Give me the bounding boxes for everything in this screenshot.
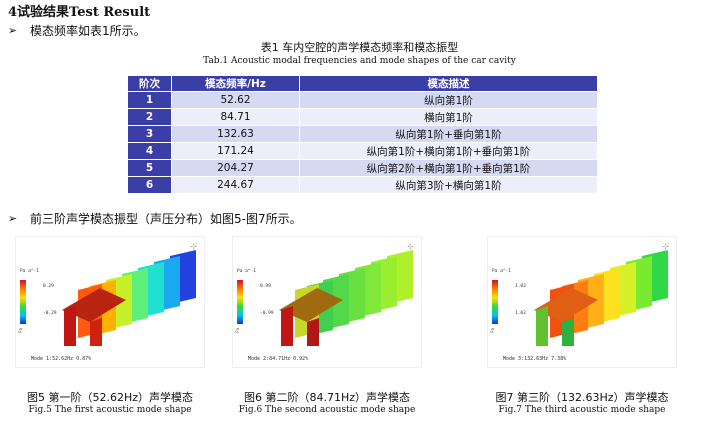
table-row: 4 171.24 纵向第1阶+横向第1阶+垂向第1阶 bbox=[127, 142, 598, 160]
frequency-cell: 204.27 bbox=[171, 159, 300, 177]
axis-triad-icon: ⊹ bbox=[662, 242, 669, 251]
description-cell: 横向第1阶 bbox=[299, 108, 598, 126]
order-cell: 3 bbox=[127, 125, 172, 143]
legend-label: Pa a^-1 bbox=[492, 269, 511, 274]
cavity-mode-shape-1 bbox=[62, 250, 196, 346]
side-label: Pa bbox=[490, 328, 495, 333]
figure-mode-1: ⊹ Pa a^-1 0.29 -0.29 Pa Mode 1:52.62Hz 0… bbox=[15, 236, 205, 368]
frequency-cell: 132.63 bbox=[171, 125, 300, 143]
table-row: 6 244.67 纵向第3阶+横向第1阶 bbox=[127, 176, 598, 194]
description-cell: 纵向第2阶+横向第1阶+垂向第1阶 bbox=[299, 159, 598, 177]
frequency-cell: 171.24 bbox=[171, 142, 300, 160]
table-row: 5 204.27 纵向第2阶+横向第1阶+垂向第1阶 bbox=[127, 159, 598, 177]
cavity-mode-shape-3 bbox=[534, 250, 668, 346]
figure-6-caption-en: Fig.6 The second acoustic mode shape bbox=[238, 405, 416, 415]
section-title: 4试验结果Test Result bbox=[8, 5, 151, 20]
legend-tick-top: 0.99 bbox=[260, 284, 271, 289]
color-legend bbox=[492, 280, 498, 324]
order-cell: 4 bbox=[127, 142, 172, 160]
figure-5-caption-en: Fig.5 The first acoustic mode shape bbox=[28, 405, 192, 415]
figure-mode-3: ⊹ Pa a^-1 1.03 1.03 Pa Mode 3:132.63Hz 7… bbox=[487, 236, 677, 368]
table-row: 3 132.63 纵向第1阶+垂向第1阶 bbox=[127, 125, 598, 143]
axis-triad-icon: ⊹ bbox=[407, 242, 414, 251]
order-cell: 6 bbox=[127, 176, 172, 194]
cavity-mode-shape-2 bbox=[279, 250, 413, 346]
frequency-cell: 84.71 bbox=[171, 108, 300, 126]
mode-label: Mode 3:132.63Hz 7.38% bbox=[503, 356, 567, 362]
figure-7-caption-cn: 图7 第三阶（132.63Hz）声学模态 bbox=[495, 391, 669, 404]
mode-label: Mode 1:52.62Hz 0.87% bbox=[31, 356, 92, 362]
description-cell: 纵向第3阶+横向第1阶 bbox=[299, 176, 598, 194]
table-caption-cn: 表1 车内空腔的声学模态频率和模态振型 bbox=[260, 41, 459, 54]
table-caption-en: Tab.1 Acoustic modal frequencies and mod… bbox=[203, 56, 516, 66]
legend-tick-bottom: -0.99 bbox=[260, 311, 274, 316]
axis-triad-icon: ⊹ bbox=[190, 242, 197, 251]
description-cell: 纵向第1阶+横向第1阶+垂向第1阶 bbox=[299, 142, 598, 160]
color-legend bbox=[20, 280, 26, 324]
figure-mode-2: ⊹ Pa a^-1 0.99 -0.99 Pa Mode 2:84.71Hz 0… bbox=[232, 236, 422, 368]
arrow-bullet-icon: ➢ bbox=[8, 24, 18, 37]
header-order: 阶次 bbox=[127, 75, 172, 92]
side-label: Pa bbox=[235, 328, 240, 333]
legend-tick-bottom: 1.03 bbox=[515, 311, 526, 316]
legend-label: Pa a^-1 bbox=[237, 269, 256, 274]
frequency-cell: 52.62 bbox=[171, 91, 300, 109]
legend-tick-bottom: -0.29 bbox=[43, 311, 57, 316]
bullet-mode-shapes: ➢ 前三阶声学模态振型（声压分布）如图5-图7所示。 bbox=[8, 210, 302, 227]
table-header-row: 阶次 模态频率/Hz 模态描述 bbox=[127, 75, 598, 92]
mode-label: Mode 2:84.71Hz 0.92% bbox=[248, 356, 309, 362]
color-legend bbox=[237, 280, 243, 324]
legend-label: Pa a^-1 bbox=[20, 269, 39, 274]
header-description: 模态描述 bbox=[299, 75, 598, 92]
bullet-text: 模态频率如表1所示。 bbox=[30, 24, 146, 38]
bullet-text: 前三阶声学模态振型（声压分布）如图5-图7所示。 bbox=[30, 212, 302, 226]
table-row: 2 84.71 横向第1阶 bbox=[127, 108, 598, 126]
description-cell: 纵向第1阶+垂向第1阶 bbox=[299, 125, 598, 143]
table-row: 1 52.62 纵向第1阶 bbox=[127, 91, 598, 109]
modal-frequency-table: 阶次 模态频率/Hz 模态描述 1 52.62 纵向第1阶 2 84.71 横向… bbox=[127, 75, 598, 194]
bullet-modal-frequency: ➢ 模态频率如表1所示。 bbox=[8, 22, 146, 39]
figure-7-caption-en: Fig.7 The third acoustic mode shape bbox=[498, 405, 666, 415]
figure-5-caption-cn: 图5 第一阶（52.62Hz）声学模态 bbox=[26, 391, 194, 404]
order-cell: 2 bbox=[127, 108, 172, 126]
order-cell: 1 bbox=[127, 91, 172, 109]
order-cell: 5 bbox=[127, 159, 172, 177]
figure-6-caption-cn: 图6 第二阶（84.71Hz）声学模态 bbox=[243, 391, 411, 404]
legend-tick-top: 0.29 bbox=[43, 284, 54, 289]
frequency-cell: 244.67 bbox=[171, 176, 300, 194]
description-cell: 纵向第1阶 bbox=[299, 91, 598, 109]
header-frequency: 模态频率/Hz bbox=[171, 75, 300, 92]
side-label: Pa bbox=[18, 328, 23, 333]
arrow-bullet-icon: ➢ bbox=[8, 212, 18, 225]
legend-tick-top: 1.03 bbox=[515, 284, 526, 289]
